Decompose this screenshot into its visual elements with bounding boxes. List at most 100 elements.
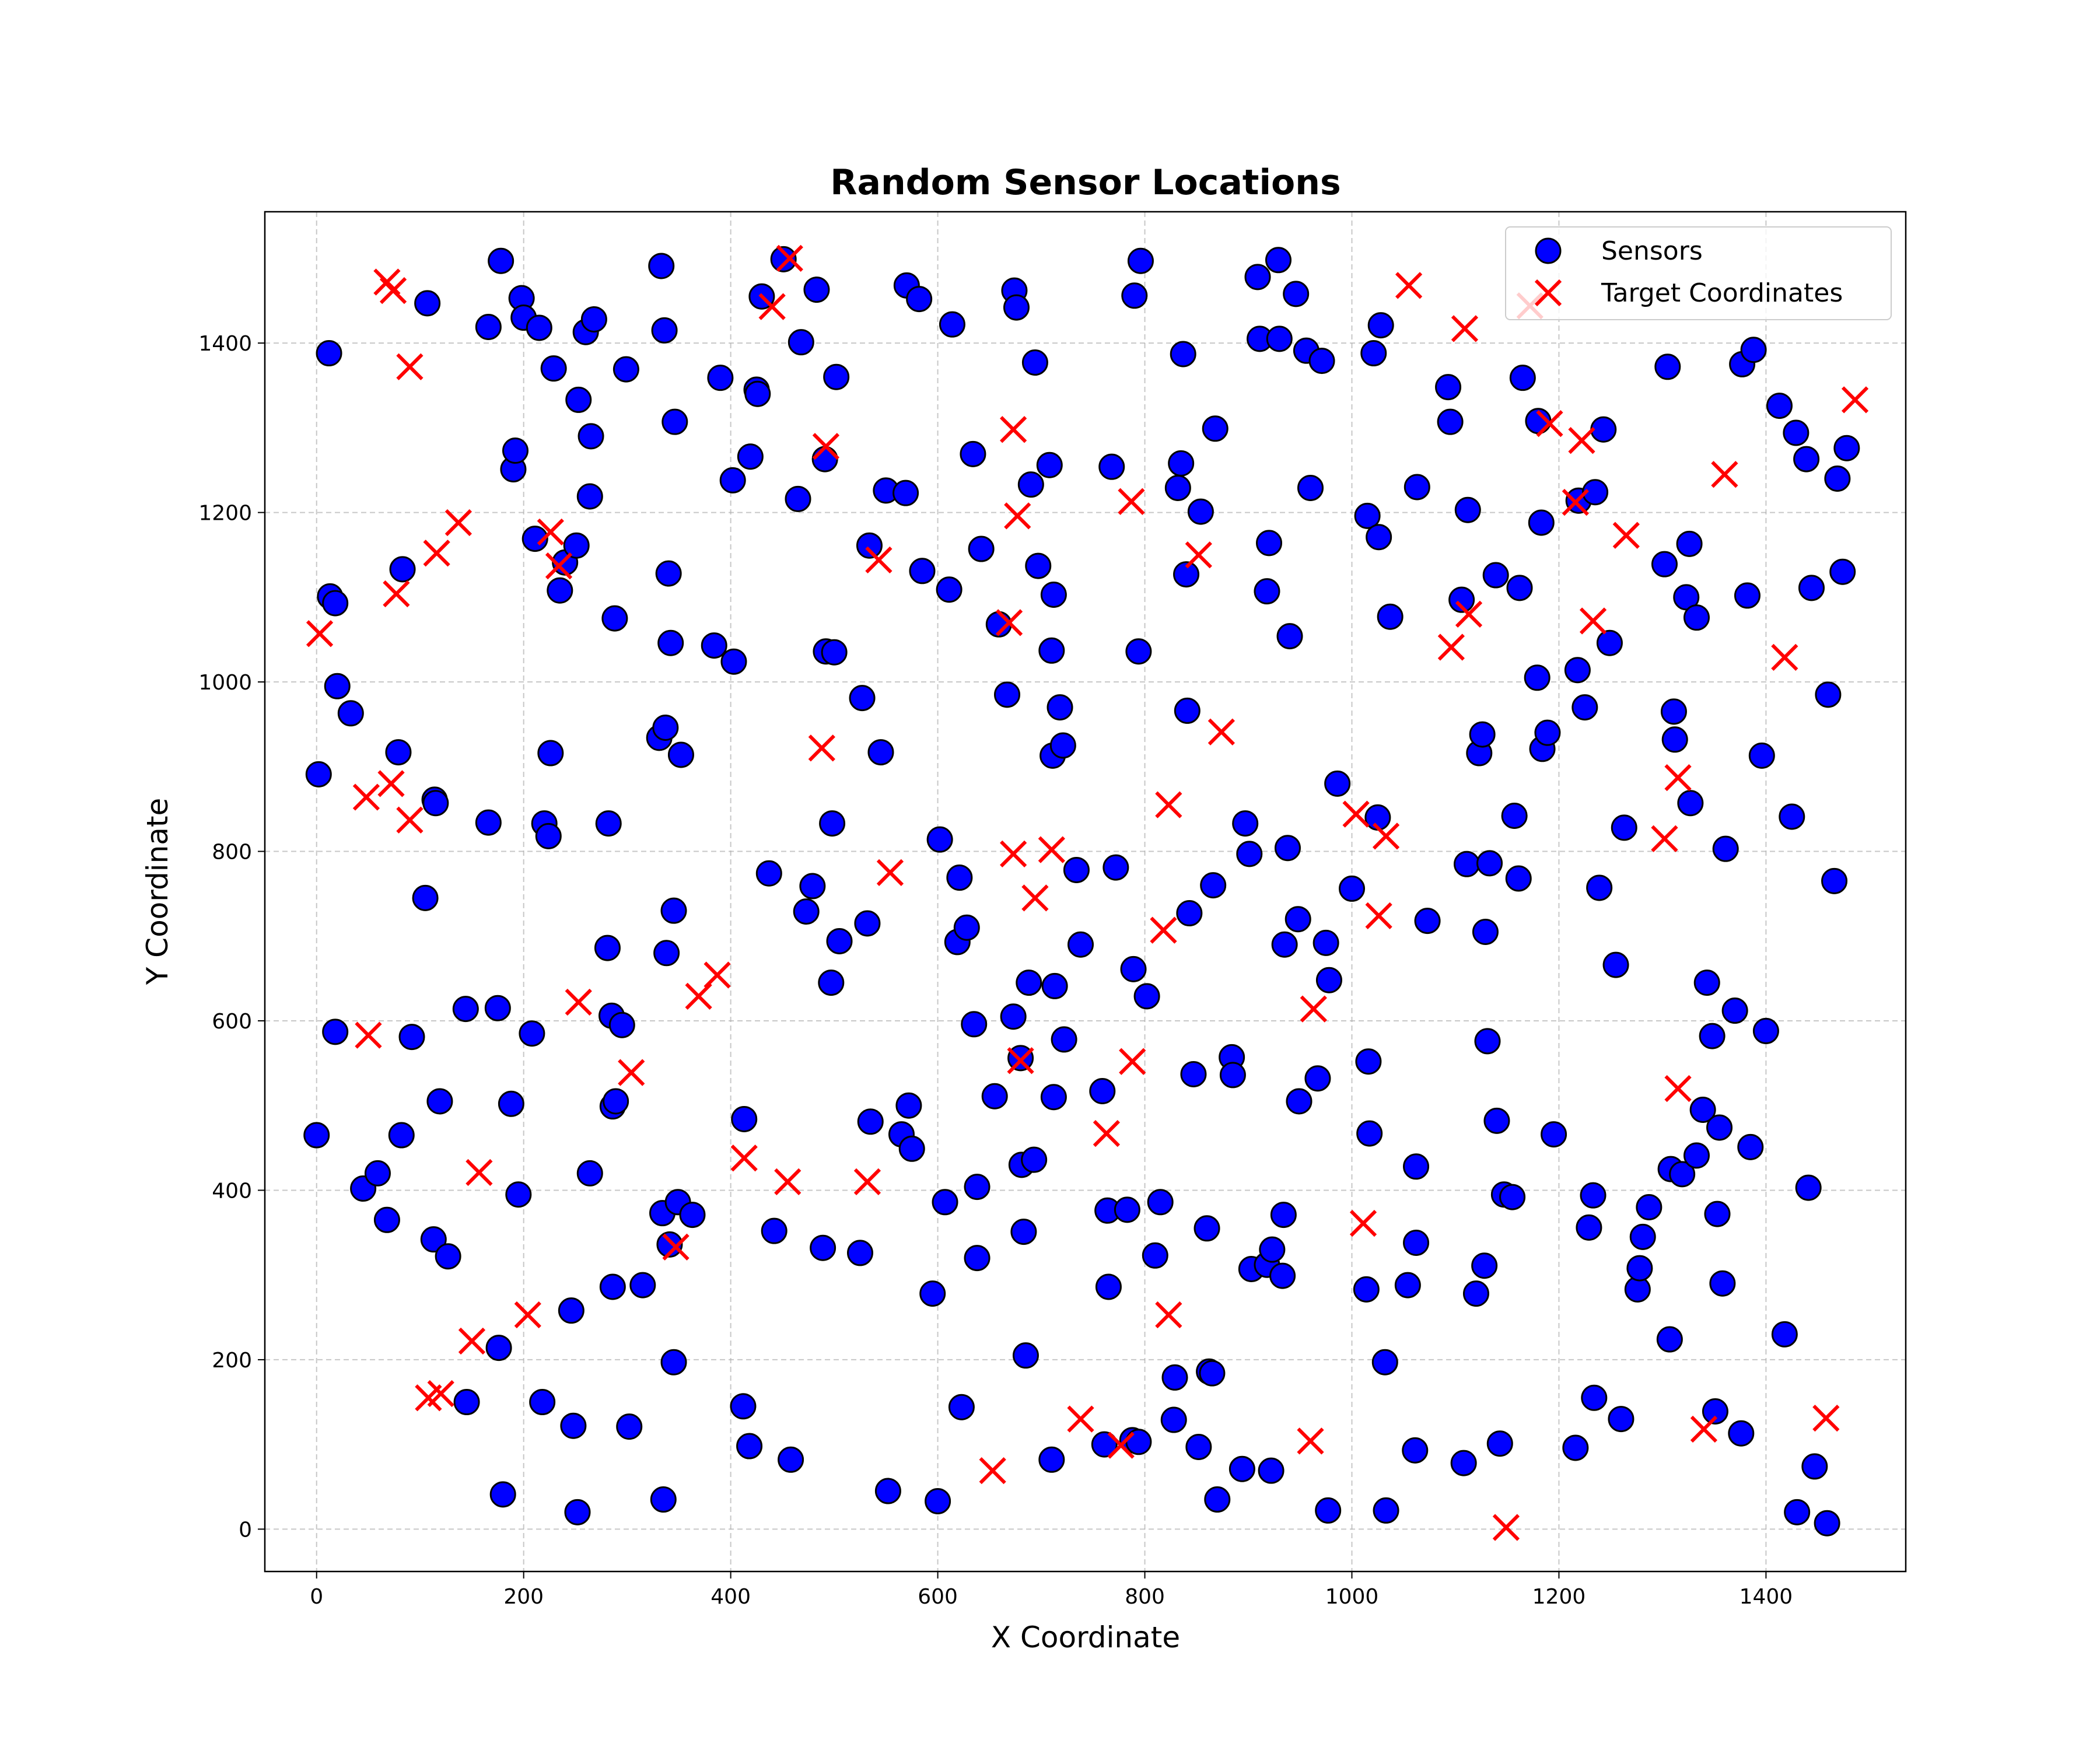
sensor-point [1506, 575, 1533, 601]
target-point [466, 1158, 493, 1186]
sensor-point [1582, 479, 1609, 506]
sensor-point [1821, 867, 1848, 894]
sensor-point [1706, 1114, 1733, 1141]
sensor-point [810, 1234, 836, 1261]
sensor-point [1656, 1326, 1683, 1353]
target-point [1342, 800, 1370, 828]
sensor-point [1283, 281, 1310, 307]
sensor-point [1824, 465, 1851, 492]
sensor-point [435, 1243, 461, 1270]
sensor-point [535, 822, 562, 849]
sensor-point [755, 860, 782, 887]
sensor-point [652, 714, 679, 741]
sensor-point [895, 1092, 922, 1119]
sensor-point [1524, 664, 1550, 691]
target-point [1664, 1075, 1692, 1102]
sensor-point [650, 1486, 677, 1513]
sensor-point [1669, 1161, 1696, 1188]
target-point [1107, 1432, 1135, 1459]
sensor-point [667, 741, 694, 768]
target-point [876, 859, 904, 886]
sensor-point [1728, 1420, 1755, 1447]
sensor-point [926, 826, 953, 853]
sensor-point [770, 246, 797, 272]
sensor-point [846, 1240, 873, 1266]
target-point [776, 244, 803, 272]
target-point [1651, 825, 1678, 852]
target-point [1300, 995, 1327, 1023]
sensor-point [1098, 453, 1125, 480]
sensor-point [1012, 1342, 1039, 1369]
sensor-point [1596, 629, 1623, 656]
target-point [1711, 461, 1738, 488]
sensor-point [1274, 835, 1301, 862]
legend: Sensors Target Coordinates [1505, 226, 1892, 320]
sensor-point [1194, 1215, 1220, 1242]
sensor-point [560, 1412, 587, 1439]
sensor-point [608, 1012, 635, 1038]
target-point [758, 293, 786, 320]
target-point [1664, 764, 1692, 792]
sensor-point [420, 1226, 447, 1253]
sensor-point [1127, 247, 1154, 274]
sensor-point [1814, 1510, 1840, 1536]
sensor-point [1270, 1202, 1297, 1228]
sensor-point [1740, 337, 1767, 363]
sensor-point [1284, 906, 1311, 933]
plot-frame [264, 211, 1907, 1573]
sensor-point [821, 639, 848, 666]
sensor-point [1254, 578, 1280, 605]
sensor-point [892, 480, 919, 506]
target-point [1365, 902, 1392, 930]
sensor-point [1403, 1229, 1430, 1256]
sensor-point [1683, 1142, 1710, 1169]
sensor-point [563, 532, 590, 559]
target-point [685, 982, 712, 1010]
sensor-point [1304, 1065, 1331, 1092]
sensor-point [964, 1174, 991, 1200]
target-point [979, 1457, 1006, 1485]
sensor-point [932, 1189, 958, 1216]
sensor-point [707, 365, 734, 391]
sensor-point [701, 632, 727, 659]
target-point [545, 552, 573, 580]
sensor-point [1371, 1349, 1398, 1376]
sensor-point [1051, 1026, 1077, 1053]
sensor-point [1187, 498, 1214, 525]
sensor-point [656, 1231, 683, 1258]
sensor-point [1779, 803, 1805, 830]
sensor-point [1095, 1273, 1122, 1300]
sensor-point [946, 864, 973, 891]
y-tick-label: 800 [212, 841, 252, 864]
grid-layer [265, 212, 1906, 1572]
target-point [1349, 1209, 1377, 1237]
target-point [423, 540, 450, 567]
sensor-point [1793, 446, 1820, 473]
sensor-point [305, 761, 332, 788]
sensor-point [1091, 1431, 1118, 1458]
sensor-point [1469, 721, 1496, 748]
target-point [1119, 1048, 1146, 1075]
sensor-point [519, 1020, 545, 1047]
sensor-point [1174, 697, 1200, 724]
target-point [1455, 600, 1483, 628]
sensor-point [1534, 719, 1561, 746]
sensor-point [1258, 1457, 1284, 1484]
x-tick-label: 1200 [1532, 1585, 1586, 1609]
target-point [1690, 1415, 1718, 1443]
sensor-point [961, 1011, 988, 1038]
sensor-point [811, 446, 838, 473]
sensor-point [1737, 1133, 1764, 1160]
target-point [1562, 489, 1589, 516]
x-tick-label: 800 [1125, 1585, 1165, 1609]
sensor-point [1833, 435, 1860, 461]
legend-marker-targets [1534, 279, 1562, 307]
target-point [1007, 1047, 1034, 1074]
sensor-point [818, 970, 845, 996]
sensor-point [1315, 967, 1342, 993]
target-point [730, 1144, 758, 1172]
sensor-point [414, 290, 441, 317]
sensor-point [1121, 282, 1148, 309]
target-point [704, 961, 731, 989]
sensor-point [1795, 1174, 1822, 1201]
